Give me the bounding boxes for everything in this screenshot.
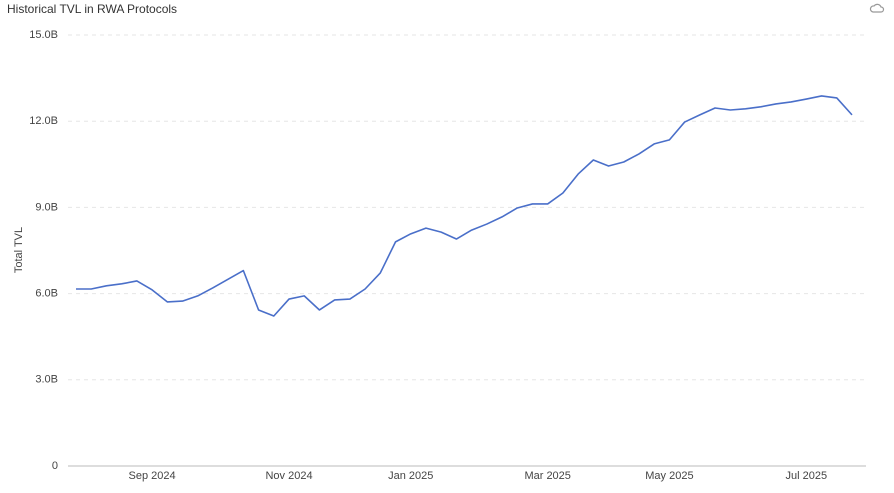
y-tick-label: 3.0B [35, 374, 58, 386]
x-tick-label: Mar 2025 [524, 470, 570, 482]
x-tick-label: Sep 2024 [129, 470, 176, 482]
x-tick-label: Jul 2025 [786, 470, 828, 482]
y-axis-label: Total TVL [13, 227, 25, 273]
line [76, 95, 853, 317]
cloud-icon[interactable] [869, 3, 885, 13]
x-tick-label: Nov 2024 [265, 470, 312, 482]
x-tick-label: May 2025 [645, 470, 693, 482]
y-tick-label: 15.0B [29, 29, 58, 41]
y-tick-label: 6.0B [35, 288, 58, 300]
y-tick-label: 12.0B [29, 115, 58, 127]
download-icon[interactable] [869, 3, 885, 13]
x-tick-label: Jan 2025 [388, 470, 433, 482]
y-tick-label: 9.0B [35, 201, 58, 213]
chart-title: Historical TVL in RWA Protocols [7, 2, 177, 16]
y-tick-label: 0 [52, 460, 58, 472]
